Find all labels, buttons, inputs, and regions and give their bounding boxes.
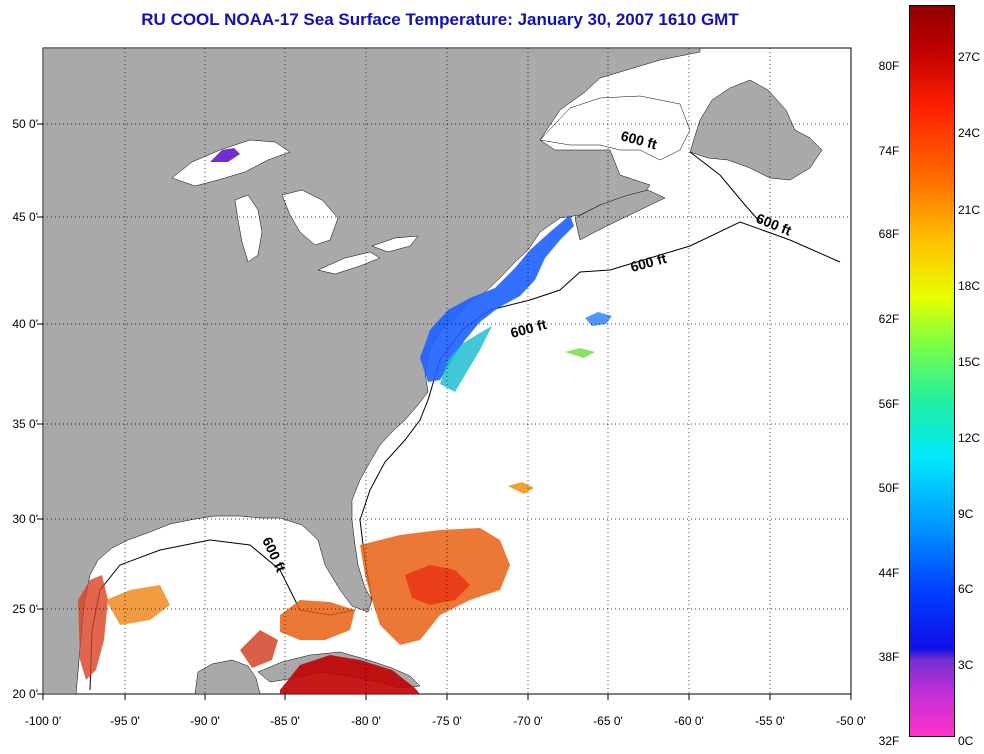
yucatan-land (194, 659, 261, 695)
lake-ontario (371, 235, 419, 253)
colorbar-c-label: 3C (958, 658, 974, 672)
lat-tick-label: 50 0' (12, 117, 38, 131)
colorbar-c-label: 9C (958, 507, 974, 521)
lat-tick-label: 45 0' (12, 210, 38, 224)
sst-warm-patch (508, 482, 534, 494)
lat-tick-label: 40 0' (12, 317, 38, 331)
lake-michigan (234, 194, 263, 263)
colorbar-c-label: 27C (958, 50, 981, 64)
sst-cold-patch (210, 148, 240, 162)
sst-hot-region (280, 655, 420, 694)
lon-tick-label: -60 0' (674, 714, 704, 728)
sst-warm-region (405, 565, 470, 605)
sst-cold-patch (585, 312, 612, 326)
nova-scotia-land (574, 189, 666, 241)
sst-warm-region (240, 630, 278, 668)
colorbar-f-label: 62F (878, 312, 900, 326)
colorbar-f-label: 32F (878, 734, 900, 748)
lon-tick-label: -70 0' (513, 714, 543, 728)
colorbar-f-label: 44F (878, 566, 900, 580)
lake-superior (171, 139, 291, 187)
north-america-land (42, 47, 701, 695)
isobath-line (689, 151, 761, 223)
sst-warm-region (106, 585, 170, 625)
colorbar-c-label: 12C (958, 431, 981, 445)
colorbar-f-label: 80F (878, 59, 900, 73)
lat-tick-label: 30 0' (12, 512, 38, 526)
lon-tick-label: -95 0' (110, 714, 140, 728)
sst-cool-plume (440, 326, 492, 392)
lon-tick-label: -75 0' (432, 714, 462, 728)
colorbar-c-label: 0C (958, 734, 974, 748)
lon-tick-label: -85 0' (270, 714, 300, 728)
lon-tick-label: -65 0' (593, 714, 623, 728)
colorbar-c-label: 6C (958, 582, 974, 596)
lat-tick-label: 35 0' (12, 417, 38, 431)
map-title: RU COOL NOAA-17 Sea Surface Temperature:… (141, 10, 739, 29)
sst-warm-region (280, 600, 355, 640)
lake-erie (317, 251, 381, 275)
colorbar-f-label: 74F (878, 144, 900, 158)
graticule (43, 48, 851, 694)
sst-mild-patch (565, 348, 595, 358)
sst-warm-region (78, 575, 108, 680)
temperature-colorbar (909, 5, 955, 737)
sst-cold-plume (420, 215, 574, 382)
gulf-st-lawrence (539, 95, 691, 161)
lake-huron (281, 189, 339, 246)
lon-tick-label: -90 0' (190, 714, 220, 728)
axis-ticks (37, 123, 852, 700)
lon-tick-label: -80 0' (351, 714, 381, 728)
colorbar-c-label: 21C (958, 203, 981, 217)
colorbar-f-label: 38F (878, 650, 900, 664)
colorbar-c-label: 18C (958, 279, 981, 293)
colorbar-c-label: 15C (958, 355, 981, 369)
lon-tick-label: -50 0' (836, 714, 866, 728)
colorbar-f-label: 50F (878, 481, 900, 495)
lon-tick-label: -55 0' (755, 714, 785, 728)
lat-tick-label: 25 0' (12, 602, 38, 616)
lat-tick-label: 20 0' (12, 687, 38, 701)
lon-tick-label: -100 0' (24, 714, 62, 728)
colorbar-f-label: 68F (878, 227, 900, 241)
colorbar-c-label: 24C (958, 126, 981, 140)
newfoundland-land (689, 79, 823, 181)
colorbar-f-label: 56F (878, 397, 900, 411)
